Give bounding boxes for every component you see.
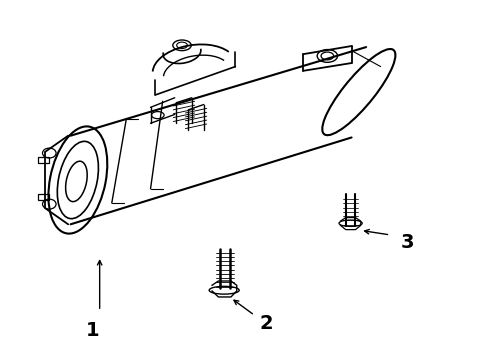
Text: 2: 2 [260, 314, 273, 333]
Text: 1: 1 [86, 321, 99, 340]
Text: 3: 3 [400, 233, 414, 252]
